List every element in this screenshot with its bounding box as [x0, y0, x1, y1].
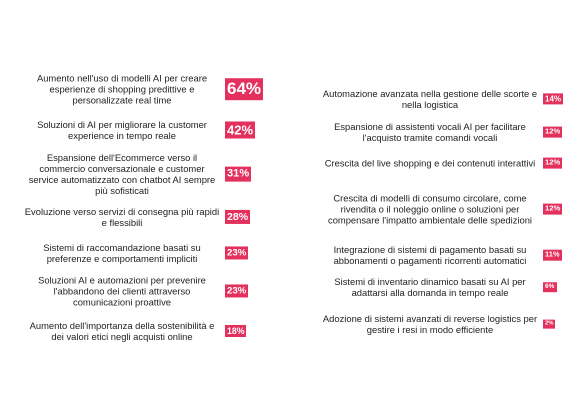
- value-badge: 14%: [543, 93, 564, 105]
- item-label: Crescita di modelli di consumo circolare…: [328, 192, 532, 226]
- value-label: 2%: [545, 320, 554, 327]
- value-badge: 23%: [225, 284, 249, 298]
- value-badge: 6%: [543, 282, 557, 292]
- value-label: 18%: [227, 325, 245, 336]
- value-badge: 28%: [225, 209, 251, 225]
- item-label: Sistemi di inventario dinamico basati su…: [334, 276, 526, 298]
- value-label: 31%: [227, 167, 250, 180]
- item-label: Evoluzione verso servizi di consegna più…: [24, 206, 220, 228]
- value-label: 23%: [227, 247, 247, 259]
- value-badge: 42%: [225, 121, 256, 139]
- item-label: Automazione avanzata nella gestione dell…: [322, 88, 538, 110]
- value-badge: 12%: [543, 126, 563, 138]
- item-label: Espansione di assistenti vocali AI per f…: [334, 121, 526, 143]
- value-label: 28%: [227, 210, 249, 223]
- value-label: 6%: [545, 283, 555, 291]
- value-label: 12%: [545, 126, 561, 136]
- item-label: Aumento dell'importanza della sostenibil…: [29, 320, 215, 342]
- item-label: Adozione di sistemi avanzati di reverse …: [322, 313, 538, 335]
- value-badge: 64%: [225, 78, 264, 100]
- item-label: Espansione dell'Ecommerce verso il comme…: [28, 152, 216, 196]
- value-label: 23%: [227, 285, 247, 297]
- item-label: Crescita del live shopping e dei contenu…: [324, 157, 536, 169]
- item-label: Sistemi di raccomandazione basati su pre…: [43, 242, 201, 264]
- value-label: 64%: [227, 79, 262, 99]
- value-label: 42%: [227, 122, 254, 138]
- item-label: Aumento nell'uso di modelli AI per crear…: [36, 72, 208, 106]
- value-label: 14%: [545, 94, 562, 104]
- value-badge: 12%: [543, 157, 563, 169]
- value-badge: 12%: [543, 203, 563, 215]
- item-label: Soluzioni di AI per migliorare la custom…: [37, 119, 207, 141]
- value-badge: 18%: [225, 324, 247, 338]
- value-badge: 11%: [543, 249, 562, 261]
- item-label: Soluzioni AI e automazioni per prevenire…: [38, 274, 206, 308]
- item-label: Integrazione di sistemi di pagamento bas…: [333, 244, 527, 266]
- value-label: 11%: [545, 249, 560, 259]
- value-badge: 2%: [543, 319, 556, 329]
- value-label: 12%: [545, 203, 561, 213]
- value-badge: 23%: [225, 246, 249, 260]
- value-label: 12%: [545, 157, 561, 167]
- value-badge: 31%: [225, 166, 252, 182]
